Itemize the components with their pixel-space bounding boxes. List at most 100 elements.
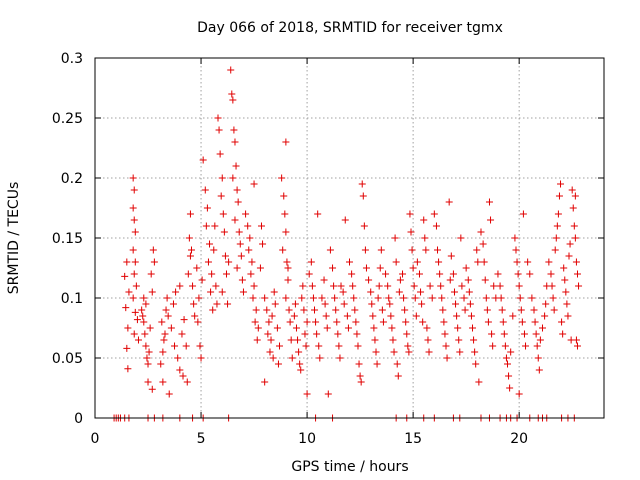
data-point: [365, 276, 373, 284]
data-point: [141, 330, 149, 338]
data-point: [311, 306, 319, 314]
data-point: [389, 336, 397, 344]
data-point: [552, 234, 560, 242]
data-point: [227, 66, 235, 74]
data-point: [337, 282, 345, 290]
data-point: [481, 276, 489, 284]
data-point: [349, 282, 357, 290]
data-point: [229, 96, 237, 104]
data-point: [489, 342, 497, 350]
data-point: [132, 282, 140, 290]
data-point: [179, 372, 187, 380]
data-point: [434, 246, 442, 254]
data-point: [142, 300, 150, 308]
data-point: [549, 294, 557, 302]
data-point: [356, 372, 364, 380]
data-point: [273, 324, 281, 332]
data-point: [355, 360, 363, 368]
data-point: [161, 330, 169, 338]
data-point: [232, 162, 240, 170]
data-point: [144, 378, 152, 386]
data-point: [222, 270, 230, 278]
data-point: [538, 324, 546, 332]
data-point: [133, 316, 141, 324]
data-point: [211, 222, 219, 230]
data-point: [484, 318, 492, 326]
data-point: [182, 342, 190, 350]
data-point: [271, 300, 279, 308]
data-point: [142, 342, 150, 350]
data-point: [467, 312, 475, 320]
data-point: [371, 336, 379, 344]
axis-ticks: 0 5 10 15 20 0 0.05 0.1 0.15 0.2 0.25 0.3: [52, 51, 604, 447]
data-point: [320, 276, 328, 284]
data-point: [318, 294, 326, 302]
data-point: [343, 312, 351, 320]
data-point: [236, 240, 244, 248]
data-point: [134, 336, 142, 344]
data-point: [450, 288, 458, 296]
data-point: [400, 294, 408, 302]
data-point: [124, 365, 132, 373]
data-point: [485, 198, 493, 206]
data-point: [516, 294, 524, 302]
data-point: [124, 324, 132, 332]
data-point: [443, 354, 451, 362]
data-point: [368, 300, 376, 308]
data-point: [324, 390, 332, 398]
data-point: [531, 318, 539, 326]
data-point: [253, 336, 261, 344]
data-point: [246, 234, 254, 242]
data-point: [469, 324, 477, 332]
data-point: [512, 246, 520, 254]
data-point: [372, 348, 380, 356]
data-point: [169, 300, 177, 308]
data-point: [140, 294, 148, 302]
data-point: [417, 288, 425, 296]
data-point: [436, 270, 444, 278]
data-point: [496, 282, 504, 290]
data-point: [189, 282, 197, 290]
data-point: [367, 288, 375, 296]
data-point: [453, 312, 461, 320]
data-point: [321, 300, 329, 308]
data-point: [294, 336, 302, 344]
data-point: [422, 246, 430, 254]
data-point: [278, 174, 286, 182]
data-point: [183, 378, 191, 386]
data-point: [164, 312, 172, 320]
data-point: [457, 234, 465, 242]
data-point: [231, 138, 239, 146]
data-point: [146, 324, 154, 332]
data-point: [303, 390, 311, 398]
data-point: [230, 126, 238, 134]
data-point: [147, 270, 155, 278]
data-point: [445, 198, 453, 206]
data-point: [526, 270, 534, 278]
data-point: [418, 300, 426, 308]
data-point: [456, 348, 464, 356]
data-point: [206, 240, 214, 248]
data-point: [565, 252, 573, 260]
data-point: [507, 348, 515, 356]
data-point: [283, 258, 291, 266]
data-point: [387, 312, 395, 320]
data-point: [452, 300, 460, 308]
data-point: [148, 385, 156, 393]
data-point: [180, 316, 188, 324]
data-point: [392, 258, 400, 266]
data-point: [285, 306, 293, 314]
data-point: [513, 258, 521, 266]
data-point: [163, 294, 171, 302]
data-point: [430, 210, 438, 218]
data-point: [471, 348, 479, 356]
data-point: [564, 312, 572, 320]
data-point: [475, 378, 483, 386]
data-point: [373, 360, 381, 368]
data-point: [123, 344, 131, 352]
data-point: [502, 354, 510, 362]
data-point: [204, 258, 212, 266]
data-point: [144, 360, 152, 368]
y-tick-label: 0.3: [61, 51, 83, 67]
data-point: [472, 360, 480, 368]
